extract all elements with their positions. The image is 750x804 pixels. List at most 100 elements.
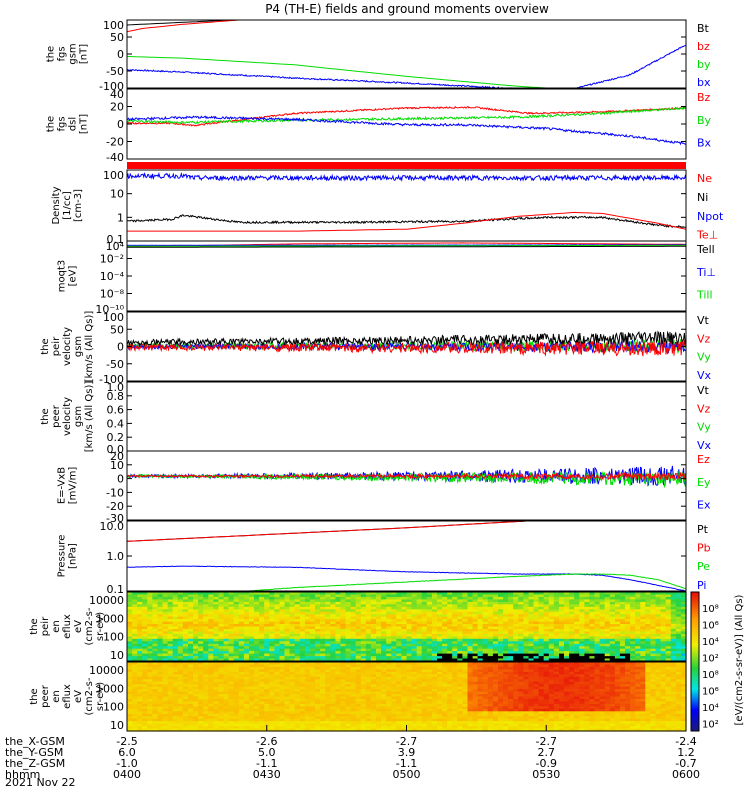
plot-title: P4 (TH-E) fields and ground moments over…	[265, 2, 549, 16]
ytick-p5-2: 0	[117, 341, 124, 354]
legend-p6-2: Vy	[697, 421, 711, 434]
frame-p6	[127, 382, 686, 451]
ytick-p6-1: 0.8	[107, 390, 125, 403]
series-p2-red	[127, 107, 686, 127]
legend-p2-0: Bz	[697, 91, 711, 104]
legend-p1-3: bx	[697, 76, 711, 89]
ytick-p1-2: 0	[117, 48, 124, 61]
ytick-p5-0: 100	[103, 311, 124, 324]
ylabel-p2: thefgsdsl[nT]	[46, 114, 90, 134]
ytick-p2-2: 0	[117, 118, 124, 131]
legend-p8-0: Pt	[697, 523, 709, 536]
ytick-p4-2: 10⁻⁴	[100, 270, 125, 283]
ytick-p2-4: -40	[106, 151, 124, 164]
ytick-p3-1: 10	[110, 188, 124, 201]
ytick-p1-1: 50	[110, 31, 124, 44]
ylabel-s2: thepeerenefluxeV(cm2-s-sr-eV)	[29, 677, 106, 715]
colorbar-label: [eV/(cm2-s-sr-eV)] (All Qs)	[734, 594, 745, 725]
colorbar[interactable]: 10⁸ 10⁶ 10⁴ 10² 10⁸ 10⁶ 10⁴ 10² [eV/(cm2-s-sr-eV…	[691, 592, 745, 731]
legend-p2-2: Bx	[697, 137, 712, 150]
ytick-p2-0: 40	[110, 88, 124, 101]
orbit-value-4-3: 0600	[672, 768, 700, 781]
colorbar-tick-7: 10²	[702, 720, 719, 731]
ytick-p3-0: 100	[103, 169, 124, 182]
series-p1-blue	[127, 45, 686, 90]
red-separator-band	[127, 162, 686, 169]
legend-p4-0: Tell	[696, 243, 715, 256]
colorbar-tick-0: 10⁸	[702, 604, 719, 615]
colorbar-scale	[691, 592, 699, 731]
legend-p1-2: by	[697, 58, 711, 71]
colorbar-tick-2: 10⁴	[702, 637, 719, 648]
frame-p4	[127, 241, 686, 311]
ylabel-s1: thepeirenefluxeV(cm2-s-sr-eV)	[29, 607, 106, 645]
ytick-s2-3: 10	[110, 719, 124, 732]
legend-p8-2: Pe	[697, 560, 710, 573]
series-p2-green	[127, 107, 686, 123]
ytick-p2-3: -20	[106, 136, 124, 149]
colorbar-tick-6: 10⁴	[702, 703, 719, 714]
legend-p7-0: Ez	[697, 453, 710, 466]
colorbar-tick-5: 10⁶	[702, 687, 719, 698]
ytick-p7-1: 10	[110, 459, 124, 472]
series-p3-blue	[127, 174, 686, 181]
ytick-p4-0: 10⁴	[106, 240, 125, 253]
ylabel-p4: moqt3[eV]	[57, 260, 79, 293]
orbit-ephemeris: the_X-GSMthe_Y-GSMthe_Z-GSMhhmm-2.56.0-1…	[5, 735, 700, 781]
ytick-s2-2: 100	[103, 701, 124, 714]
ytick-p7-2: 0	[117, 473, 124, 486]
ytick-p7-3: -10	[106, 486, 124, 499]
legend-p7-1: Ey	[697, 476, 711, 489]
series-p2-blue	[127, 116, 686, 144]
ytick-p5-3: -50	[106, 358, 124, 371]
legend-p4-2: Till	[696, 289, 713, 302]
frame-p7	[127, 451, 686, 520]
ytick-p2-1: 20	[110, 101, 124, 114]
colorbar-tick-3: 10²	[702, 654, 719, 665]
legend-p5-3: Vx	[697, 369, 712, 382]
legend-p3-0: Ne	[697, 172, 712, 185]
legend-p7-2: Ex	[697, 499, 711, 512]
ytick-p5-1: 50	[110, 323, 124, 336]
date-label: 2021 Nov 22	[5, 776, 75, 789]
orbit-value-1-3: 0430	[253, 768, 281, 781]
legend-p6-0: Vt	[697, 384, 710, 397]
frame-p8	[127, 521, 686, 591]
legend-p6-3: Vx	[697, 439, 712, 452]
legend-p8-3: Pi	[697, 579, 706, 592]
colorbar-tick-1: 10⁶	[702, 621, 719, 632]
orbit-value-2-3: 0500	[393, 768, 421, 781]
panel-p6: 1.00.80.60.40.20.0VtVzVyVxthepeervelocit…	[40, 381, 712, 456]
ytick-s1-2: 100	[103, 631, 124, 644]
series-p8-blue	[127, 566, 686, 591]
legend-p5-2: Vy	[697, 351, 711, 364]
ytick-p6-3: 0.4	[107, 417, 125, 430]
legend-p1-1: bz	[697, 40, 710, 53]
legend-p1-0: Bt	[697, 22, 710, 35]
panel-s1: 10000100010010thepeirenefluxeV(cm2-s-sr-…	[29, 592, 687, 662]
ylabel-p8: Pressure[nPa]	[57, 535, 79, 578]
legend-p2-1: By	[697, 114, 712, 127]
ylabel-p5: thepeirvelocitygsm[km/s (All Qs)]	[40, 311, 95, 383]
series-p3-black	[127, 215, 686, 228]
ytick-p8-0: 10.0	[100, 520, 125, 533]
legend-p3-2: Npot	[697, 210, 724, 223]
ytick-p8-1: 1.0	[107, 550, 125, 563]
orbit-value-0-3: 0400	[113, 768, 141, 781]
legend-p3-3: Te⊥	[696, 229, 718, 242]
ylabel-p7: E=-VxB[mV/m]	[57, 467, 79, 505]
ytick-s1-3: 10	[110, 649, 124, 662]
ylabel-p3: Density[1/cc][cm-3]	[51, 186, 84, 224]
legend-p8-1: Pb	[697, 542, 711, 555]
ytick-s1-0: 10000	[89, 594, 124, 607]
colorbar-tick-4: 10⁸	[702, 670, 719, 681]
ytick-p4-3: 10⁻⁸	[100, 288, 125, 301]
ytick-p1-3: -50	[106, 65, 124, 78]
orbit-value-3-3: 0530	[532, 768, 560, 781]
